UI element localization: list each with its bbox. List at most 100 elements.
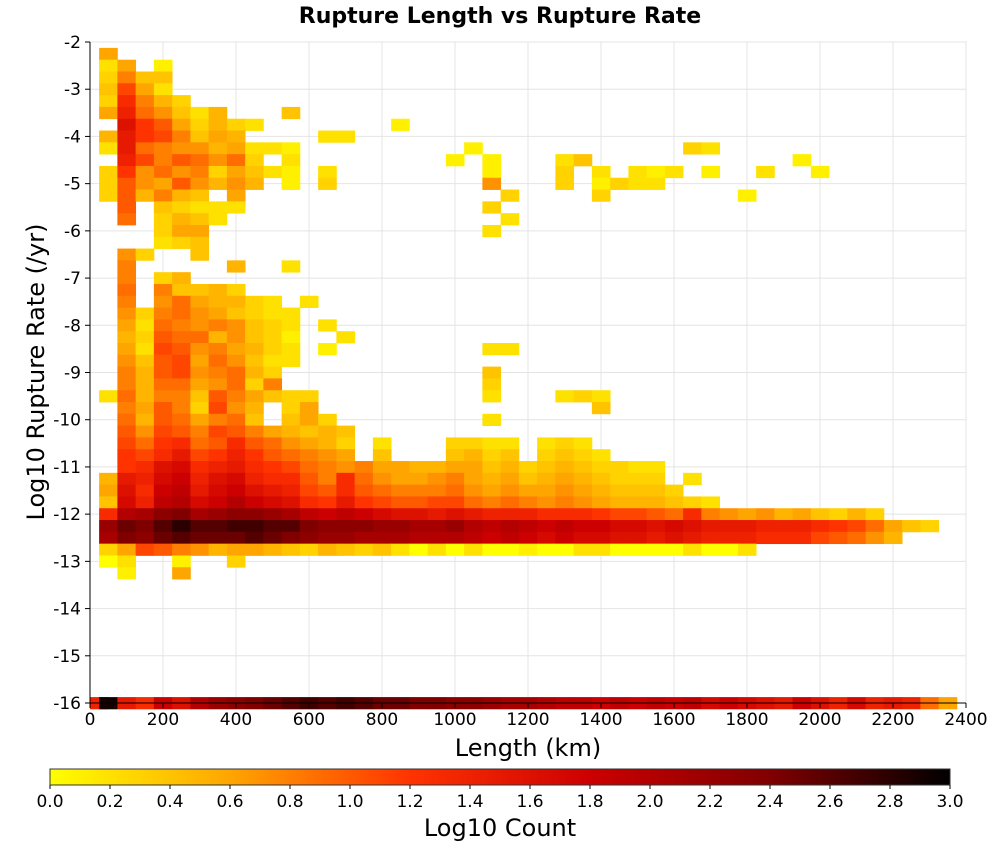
- heatmap-cell: [500, 437, 520, 450]
- heatmap-cell: [117, 248, 137, 261]
- heatmap-cell: [537, 437, 556, 450]
- heatmap-cell: [226, 142, 246, 155]
- heatmap-cell: [372, 543, 392, 556]
- heatmap-cell: [190, 165, 210, 179]
- heatmap-cell: [537, 461, 556, 474]
- heatmap-cell: [555, 484, 575, 497]
- heatmap-cell: [226, 543, 246, 556]
- heatmap-cell: [245, 496, 264, 509]
- heatmap-cell: [117, 272, 137, 285]
- x-tick-label: 800: [366, 710, 398, 730]
- heatmap-cell: [117, 508, 137, 521]
- heatmap-cell: [756, 508, 775, 521]
- heatmap-cell: [190, 531, 210, 545]
- heatmap-cell: [117, 543, 137, 556]
- heatmap-cell: [263, 425, 283, 438]
- heatmap-cell: [482, 201, 502, 214]
- heatmap-cell: [245, 319, 264, 332]
- heatmap-cell: [153, 378, 173, 391]
- heatmap-cell: [281, 496, 301, 509]
- heatmap-cell: [99, 165, 118, 179]
- heatmap-cell: [281, 342, 301, 356]
- heatmap-cell: [172, 484, 191, 497]
- heatmap-cell: [719, 531, 739, 545]
- heatmap-cell: [537, 496, 556, 509]
- heatmap-cell: [518, 543, 538, 556]
- heatmap-cell: [135, 437, 155, 450]
- colorbar-gradient: [49, 768, 951, 786]
- heatmap-cell: [664, 484, 684, 497]
- heatmap-cell: [829, 520, 848, 533]
- heatmap-cell: [172, 189, 191, 202]
- heatmap-cell: [427, 520, 447, 533]
- heatmap-cell: [172, 165, 191, 179]
- heatmap-cell: [117, 413, 137, 427]
- heatmap-cell: [245, 508, 264, 521]
- heatmap-cell: [135, 543, 155, 556]
- colorbar-tick-label: 1.8: [576, 792, 603, 812]
- heatmap-cell: [500, 484, 520, 497]
- heatmap-cell: [555, 390, 575, 403]
- x-tick-label: 2000: [798, 710, 841, 730]
- colorbar-label: Log10 Count: [424, 814, 576, 842]
- heatmap-cell: [409, 520, 429, 533]
- heatmap-cell: [117, 165, 137, 179]
- heatmap-cell: [537, 472, 556, 486]
- heatmap-cell: [518, 496, 538, 509]
- heatmap-cell: [190, 342, 210, 356]
- y-tick-label: -11: [53, 458, 81, 478]
- heatmap-cell: [664, 496, 684, 509]
- heatmap-cell: [372, 520, 392, 533]
- heatmap-cell: [318, 484, 337, 497]
- heatmap-cell: [245, 461, 264, 474]
- heatmap-cell: [391, 520, 410, 533]
- heatmap-cell: [135, 118, 155, 131]
- heatmap-cell: [117, 390, 137, 403]
- heatmap-cell: [99, 555, 118, 568]
- heatmap-cell: [500, 449, 520, 462]
- heatmap-cell: [245, 307, 264, 320]
- heatmap-cell: [555, 154, 575, 167]
- heatmap-cell: [245, 484, 264, 497]
- heatmap-cell: [153, 272, 173, 285]
- heatmap-cell: [153, 449, 173, 462]
- heatmap-cell: [281, 331, 301, 344]
- heatmap-cell: [482, 413, 502, 427]
- heatmap-cell: [281, 307, 301, 320]
- heatmap-cell: [865, 520, 885, 533]
- heatmap-cell: [135, 508, 155, 521]
- heatmap-cell: [391, 118, 410, 131]
- heatmap-cell: [610, 484, 629, 497]
- heatmap-cell: [226, 154, 246, 167]
- heatmap-cell: [573, 461, 593, 474]
- heatmap-cell: [99, 71, 118, 84]
- heatmap-cell: [135, 189, 155, 202]
- heatmap-cell: [318, 496, 337, 509]
- y-tick-label: -8: [64, 316, 81, 336]
- heatmap-cell: [409, 508, 429, 521]
- heatmap-cell: [482, 342, 502, 356]
- heatmap-cell: [190, 224, 210, 238]
- heatmap-cell: [226, 201, 246, 214]
- heatmap-cell: [263, 378, 283, 391]
- heatmap-cell: [336, 508, 356, 521]
- heatmap-cell: [336, 425, 356, 438]
- heatmap-cell: [172, 177, 191, 190]
- heatmap-cell: [263, 437, 283, 450]
- heatmap-cell: [172, 307, 191, 320]
- heatmap-cell: [610, 177, 629, 190]
- heatmap-cell: [372, 484, 392, 497]
- heatmap-cell: [226, 283, 246, 297]
- heatmap-cell: [482, 461, 502, 474]
- heatmap-cell: [445, 543, 465, 556]
- colorbar-tick-label: 1.2: [396, 792, 423, 812]
- heatmap-cell: [372, 496, 392, 509]
- heatmap-cell: [263, 354, 283, 367]
- heatmap-cell: [208, 531, 228, 545]
- heatmap-cell: [208, 496, 228, 509]
- heatmap-cell: [610, 472, 629, 486]
- heatmap-cell: [756, 520, 775, 533]
- heatmap-cell: [774, 508, 794, 521]
- heatmap-cell: [482, 520, 502, 533]
- heatmap-cell: [226, 437, 246, 450]
